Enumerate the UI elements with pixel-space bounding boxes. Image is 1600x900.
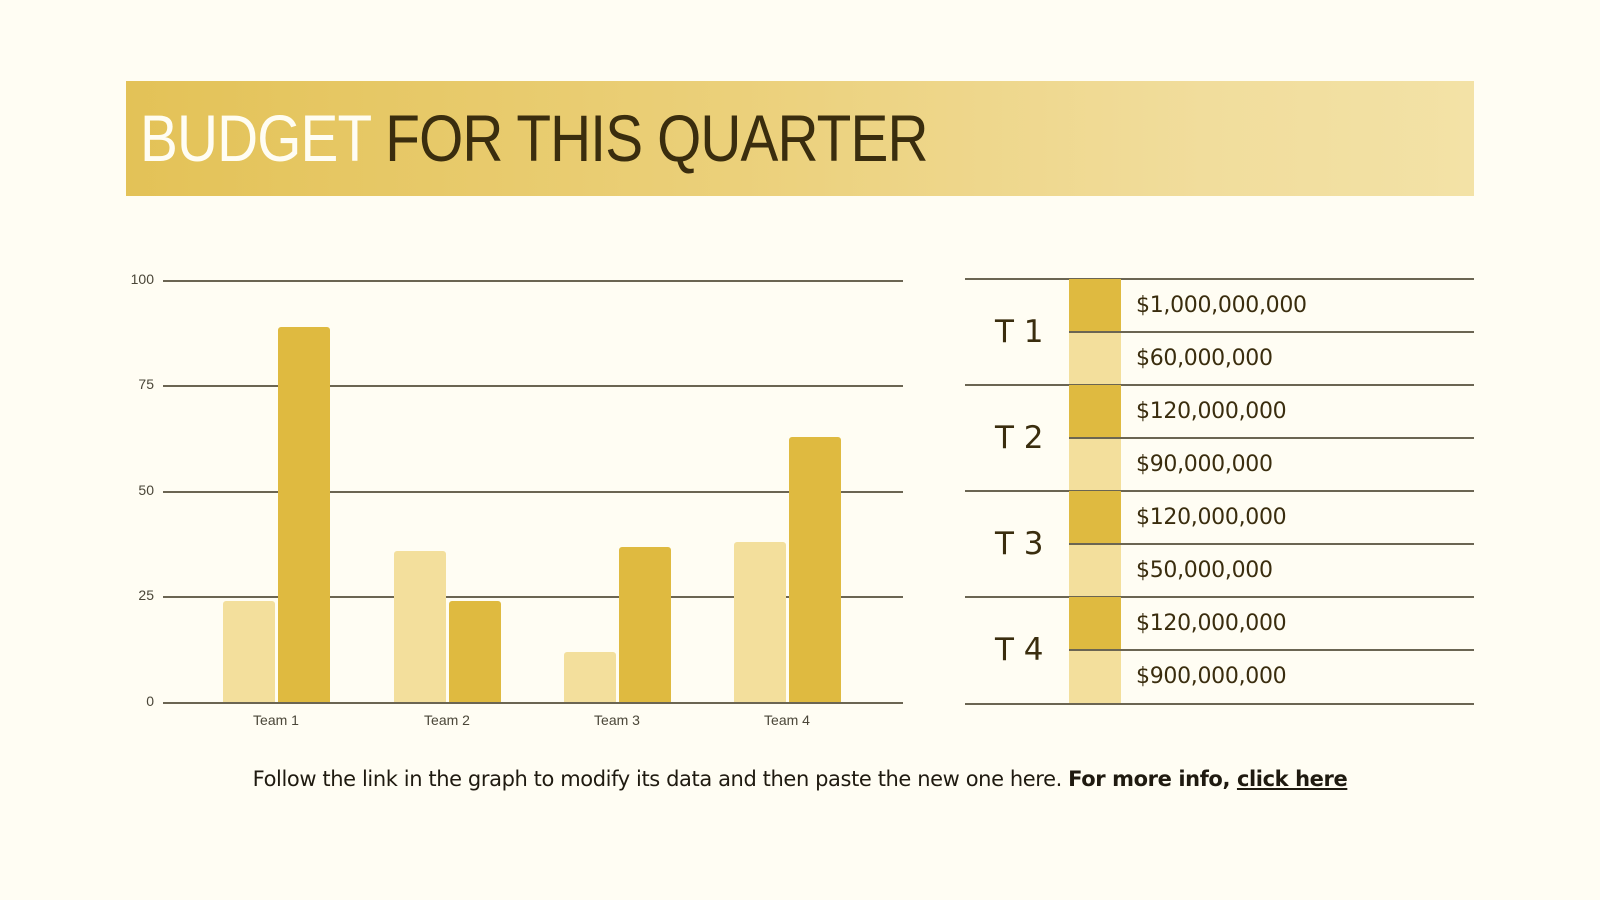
- table-value-t2-top: $120,000,000: [1136, 399, 1287, 424]
- bar-team-1-series-2[interactable]: [278, 327, 330, 703]
- x-label-team-3: Team 3: [594, 712, 640, 728]
- swatch-light: [1069, 438, 1121, 491]
- swatch-light: [1069, 332, 1121, 385]
- bar-team-4-series-1[interactable]: [734, 542, 786, 703]
- table-value-t3-top: $120,000,000: [1136, 505, 1287, 530]
- swatch-dark: [1069, 491, 1121, 544]
- table-top-border: [965, 278, 1474, 280]
- title-highlight: BUDGET: [140, 101, 371, 175]
- swatch-dark: [1069, 597, 1121, 650]
- gridline-25: [163, 596, 903, 598]
- table-row-label-t4: T 4: [995, 632, 1044, 668]
- table-row-label-t2: T 2: [995, 420, 1044, 456]
- swatch-dark: [1069, 279, 1121, 332]
- table-value-t1-top: $1,000,000,000: [1136, 293, 1307, 318]
- x-axis-line: [163, 702, 903, 704]
- swatch-light: [1069, 650, 1121, 703]
- table-row-label-t1: T 1: [995, 314, 1044, 350]
- footer-bold-text: For more info,: [1068, 767, 1237, 791]
- gridline-75: [163, 385, 903, 387]
- swatch-light: [1069, 544, 1121, 597]
- x-label-team-2: Team 2: [424, 712, 470, 728]
- y-tick-25: 25: [138, 587, 154, 603]
- footer-note: Follow the link in the graph to modify i…: [0, 767, 1600, 791]
- bar-team-2-series-1[interactable]: [394, 550, 446, 703]
- table-value-t3-bottom: $50,000,000: [1136, 558, 1273, 583]
- table-bottom-border: [965, 703, 1474, 705]
- y-tick-75: 75: [138, 376, 154, 392]
- y-tick-50: 50: [138, 482, 154, 498]
- group-divider: [965, 596, 1474, 598]
- bar-chart[interactable]: 100 75 50 25 0 Team 1 Team 2 Team 3 Team…: [110, 260, 910, 730]
- swatch-dark: [1069, 385, 1121, 438]
- group-divider: [965, 384, 1474, 386]
- row-divider: [1069, 331, 1474, 333]
- bar-team-1-series-1[interactable]: [223, 601, 275, 703]
- gridline-100: [163, 280, 903, 282]
- table-value-t4-bottom: $900,000,000: [1136, 664, 1287, 689]
- click-here-link[interactable]: click here: [1236, 767, 1348, 791]
- title-rest: FOR THIS QUARTER: [370, 101, 928, 175]
- bar-team-3-series-1[interactable]: [564, 651, 616, 703]
- table-row-label-t3: T 3: [995, 526, 1044, 562]
- x-label-team-1: Team 1: [253, 712, 299, 728]
- y-tick-0: 0: [146, 693, 154, 709]
- x-label-team-4: Team 4: [764, 712, 810, 728]
- bar-team-3-series-2[interactable]: [619, 546, 671, 703]
- bar-team-2-series-2[interactable]: [449, 601, 501, 703]
- page-title: BUDGET FOR THIS QUARTER: [140, 99, 928, 177]
- footer-text: Follow the link in the graph to modify i…: [252, 767, 1069, 791]
- group-divider: [965, 490, 1474, 492]
- y-tick-100: 100: [130, 271, 154, 287]
- row-divider: [1069, 437, 1474, 439]
- row-divider: [1069, 543, 1474, 545]
- bar-team-4-series-2[interactable]: [789, 436, 841, 703]
- row-divider: [1069, 649, 1474, 651]
- table-value-t4-top: $120,000,000: [1136, 611, 1287, 636]
- title-banner: BUDGET FOR THIS QUARTER: [126, 81, 1474, 196]
- table-value-t1-bottom: $60,000,000: [1136, 346, 1273, 371]
- table-value-t2-bottom: $90,000,000: [1136, 452, 1273, 477]
- gridline-50: [163, 491, 903, 493]
